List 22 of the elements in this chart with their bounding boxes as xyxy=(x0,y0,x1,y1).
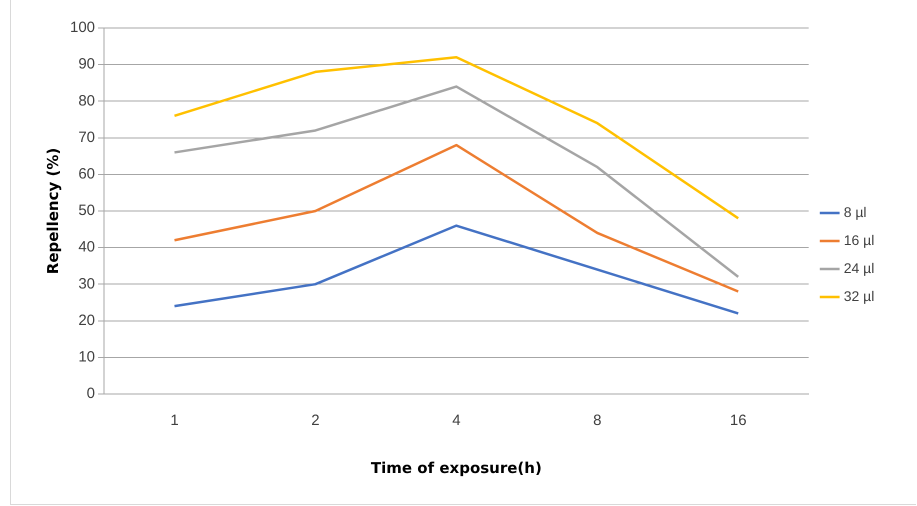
y-tick-label: 0 xyxy=(86,385,96,402)
y-tick-label: 90 xyxy=(78,56,96,73)
x-tick-label: 16 xyxy=(730,412,747,430)
legend-label: 32 µl xyxy=(844,288,886,304)
y-tick-label: 60 xyxy=(78,166,96,183)
y-tick-label: 40 xyxy=(78,238,96,256)
y-tick-label: 70 xyxy=(78,128,96,146)
legend-label: 24 µl xyxy=(844,260,886,276)
x-tick-label: 8 xyxy=(593,412,602,430)
y-tick-label: 30 xyxy=(78,275,96,292)
legend-label: 8 µl xyxy=(844,204,878,220)
x-tick-label: 2 xyxy=(311,412,320,430)
x-tick-label: 4 xyxy=(452,412,461,430)
legend-label: 16 µl xyxy=(844,232,886,248)
y-tick-label: 80 xyxy=(78,92,96,110)
y-tick-label: 20 xyxy=(78,312,96,329)
y-axis-title: Repellency (%) xyxy=(44,148,62,274)
x-axis-title: Time of exposure(h) xyxy=(370,458,542,477)
x-tick-label: 1 xyxy=(170,412,179,430)
y-tick-label: 100 xyxy=(70,19,96,36)
y-tick-label: 10 xyxy=(78,348,96,366)
y-tick-label: 50 xyxy=(78,202,96,220)
